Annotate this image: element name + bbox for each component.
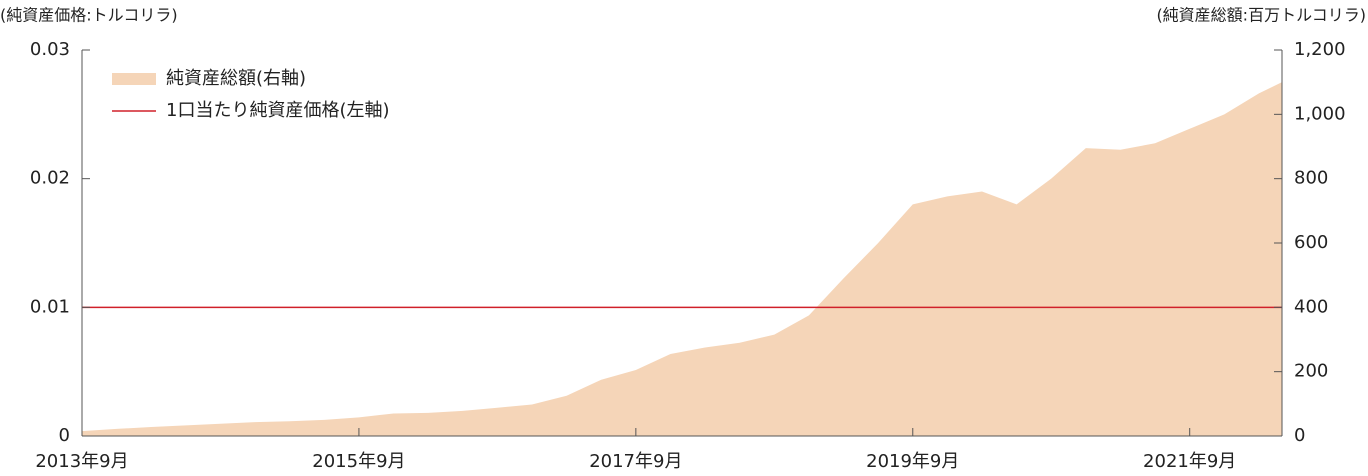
y2-tick-label: 0 — [1294, 425, 1305, 446]
y-tick-label: 0 — [59, 425, 70, 446]
x-tick-label: 2015年9月 — [312, 451, 405, 472]
x-tick-label: 2013年9月 — [35, 451, 128, 472]
x-tick-label: 2019年9月 — [866, 451, 959, 472]
y-tick-label: 0.03 — [30, 39, 70, 60]
y-axis-title: (純資産価格:トルコリラ) — [0, 6, 178, 25]
y-tick-label: 0.01 — [30, 296, 70, 317]
y2-tick-label: 600 — [1294, 232, 1328, 253]
y2-tick-label: 400 — [1294, 296, 1328, 317]
y-tick-label: 0.02 — [30, 168, 70, 189]
x-tick-label: 2017年9月 — [589, 451, 682, 472]
y2-tick-label: 200 — [1294, 361, 1328, 382]
area — [82, 82, 1282, 437]
y2-tick-label: 1,000 — [1294, 103, 1346, 124]
legend-swatch — [112, 73, 156, 85]
x-tick-label: 2021年9月 — [1143, 451, 1236, 472]
y2-tick-label: 1,200 — [1294, 39, 1346, 60]
y2-axis-title: (純資産総額:百万トルコリラ) — [1156, 6, 1366, 25]
y2-tick-label: 800 — [1294, 168, 1328, 189]
legend-label: 1口当たり純資産価格(左軸) — [166, 100, 390, 121]
legend-label: 純資産総額(右軸) — [166, 68, 306, 89]
